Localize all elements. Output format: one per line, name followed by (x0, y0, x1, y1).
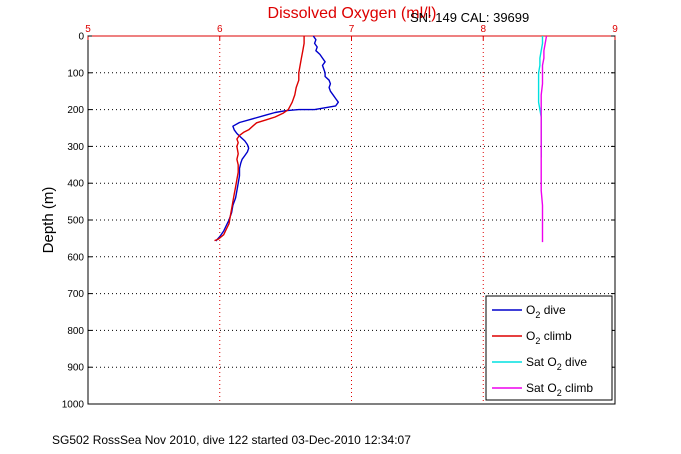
series-line-1 (214, 36, 305, 242)
y-tick-label: 700 (67, 289, 84, 300)
y-axis: 0 100 200 300 400 500 600 700 800 900 1000 (62, 32, 615, 411)
x-tick-label: 5 (85, 24, 91, 35)
legend-box (485, 295, 613, 401)
legend-entry-base: O (526, 329, 535, 343)
x-tick-label: 6 (217, 24, 223, 35)
series-group (214, 35, 548, 243)
legend-entry-sub: 2 (535, 336, 540, 346)
legend-entry-sub: 2 (557, 388, 562, 398)
series-line-3 (540, 35, 548, 243)
y-axis-label: Depth (m) (40, 187, 57, 254)
legend-entry-rest: climb (562, 381, 594, 395)
series-line-0 (215, 35, 339, 242)
legend-entry-rest: dive (540, 303, 566, 317)
y-tick-label: 300 (67, 142, 84, 153)
legend-entry-rest: climb (540, 329, 572, 343)
y-tick-label: 1000 (62, 400, 85, 411)
y-tick-label: 0 (78, 32, 84, 43)
grid (88, 36, 615, 404)
x-tick-label: 9 (612, 24, 618, 35)
legend-entry-rest: dive (562, 355, 588, 369)
x-tick-label: 8 (480, 24, 486, 35)
y-tick-label: 400 (67, 179, 84, 190)
legend-entry-3: Sat O2 climb (526, 381, 593, 398)
legend-entry-1: O2 climb (526, 329, 572, 346)
footer-caption: SG502 RossSea Nov 2010, dive 122 started… (52, 433, 411, 447)
x-tick-label: 7 (349, 24, 355, 35)
legend-entry-base: Sat O (526, 355, 557, 369)
y-tick-label: 500 (67, 216, 84, 227)
chart-title: Dissolved Oxygen (ml/l) (268, 5, 437, 22)
y-tick-label: 600 (67, 252, 84, 263)
legend-entry-0: O2 dive (526, 303, 566, 320)
y-tick-label: 900 (67, 363, 84, 374)
y-tick-label: 100 (67, 68, 84, 79)
y-tick-label: 800 (67, 326, 84, 337)
legend-entry-sub: 2 (557, 362, 562, 372)
legend-entry-base: Sat O (526, 381, 557, 395)
legend-entry-sub: 2 (535, 310, 540, 320)
legend-entry-2: Sat O2 dive (526, 355, 587, 372)
x-axis: 5 6 7 8 9 (85, 24, 618, 40)
legend-entry-base: O (526, 303, 535, 317)
chart-subtitle: SN: 149 CAL: 39699 (410, 10, 529, 25)
y-tick-label: 200 (67, 105, 84, 116)
